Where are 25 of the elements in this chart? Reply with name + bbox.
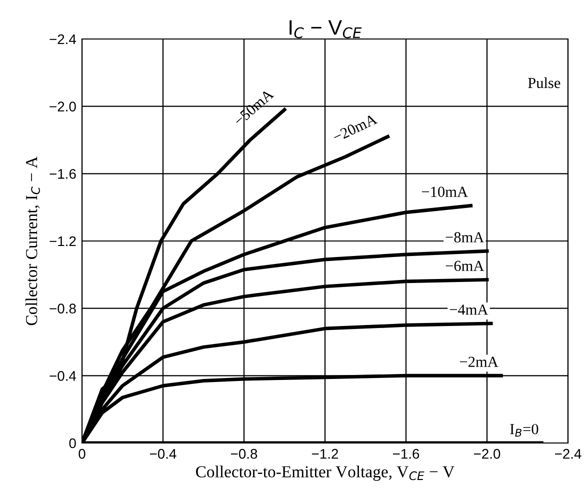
y-axis-title: Collector Current, I$_{C}$ − A: [25, 156, 40, 326]
series-label: −8mA: [446, 232, 484, 242]
x-tick-label: −0.8: [230, 448, 258, 459]
text: −20mA: [332, 114, 378, 143]
annotation: Pulse: [528, 77, 560, 88]
y-tick-label: −1.6: [50, 169, 76, 179]
y-tick-label: −2.4: [50, 34, 76, 44]
x-tick-label: −2.4: [554, 448, 582, 459]
series-label: −2mA: [460, 356, 498, 367]
series-label: −4mA: [450, 304, 488, 315]
series-label: −10mA: [422, 186, 468, 197]
y-tick-label: −0.4: [50, 371, 76, 381]
x-tick-label: −2.0: [474, 448, 500, 459]
y-tick-label: −2.0: [50, 102, 76, 112]
y-tick-label: −0.8: [50, 304, 76, 314]
series-label: −6mA: [446, 260, 484, 272]
y-tick-label: 0: [69, 438, 76, 448]
series-label: I$_{B}$=0: [510, 424, 538, 437]
x-tick-label: −1.6: [392, 448, 420, 459]
x-axis-title: Collector-to-Emitter Voltage, V$_{CE}$ − V: [196, 466, 454, 481]
x-tick-label: 0: [78, 448, 86, 459]
y-tick-label: −1.2: [50, 236, 76, 246]
chart-title: I$_{C}$ − V$_{CE}$: [290, 20, 362, 38]
x-tick-label: −0.4: [150, 448, 176, 459]
x-tick-label: −1.2: [312, 448, 338, 459]
